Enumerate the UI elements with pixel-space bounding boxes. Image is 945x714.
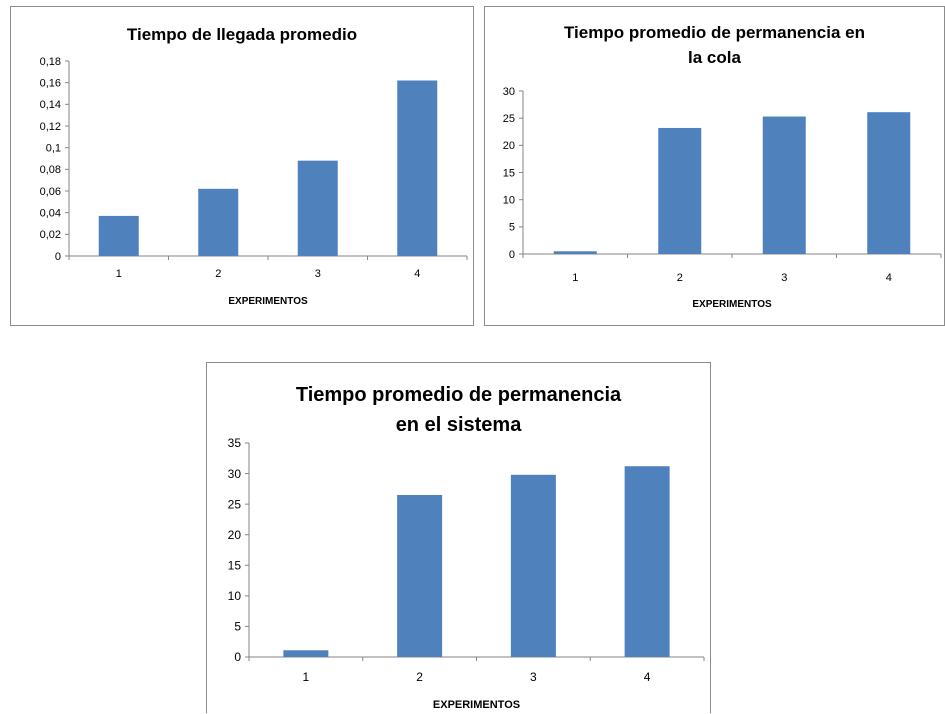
y-tick-label: 0,14	[40, 99, 61, 111]
chart-svg: Tiempo de llegada promedio 0 0,02 0,04 0,06 0…	[40, 25, 468, 307]
bar	[98, 215, 139, 256]
y-tick-label: 15	[228, 558, 242, 572]
bar	[297, 160, 338, 256]
x-tick-label: 1	[116, 268, 122, 280]
x-tick-label: 1	[572, 272, 578, 284]
bar	[283, 650, 329, 657]
chart-title: Tiempo promedio de permanencia en	[564, 23, 865, 42]
x-tick-label: 3	[315, 268, 321, 280]
bar	[510, 474, 556, 657]
chart-title: Tiempo promedio de permanencia	[296, 384, 622, 406]
y-tick-label: 5	[234, 620, 241, 634]
chart-svg: Tiempo promedio de permanencia en el sist…	[228, 384, 705, 711]
y-tick-label: 0	[234, 650, 241, 664]
y-tick-label: 0,12	[40, 121, 61, 133]
y-tick-label: 5	[509, 222, 515, 234]
x-tick-label: 3	[781, 272, 787, 284]
y-tick-label: 0,08	[40, 164, 61, 176]
x-tick-label: 4	[414, 268, 420, 280]
y-tick-label: 25	[228, 497, 242, 511]
x-axis-title: EXPERIMENTOS	[228, 296, 308, 307]
bar	[397, 80, 438, 256]
x-axis-title: EXPERIMENTOS	[692, 299, 772, 310]
y-tick-label: 0,1	[46, 143, 61, 155]
x-tick-label: 2	[215, 268, 221, 280]
y-tick-label: 10	[228, 589, 242, 603]
chart-svg: Tiempo promedio de permanencia en la cola…	[503, 23, 942, 310]
x-tick-label: 1	[303, 670, 310, 684]
bar	[198, 188, 239, 256]
bar	[397, 494, 443, 657]
x-axis-title: EXPERIMENTOS	[433, 699, 520, 711]
y-tick-label: 20	[503, 140, 515, 152]
chart-title: la cola	[688, 48, 741, 67]
y-tick-label: 35	[228, 436, 242, 450]
y-tick-label: 25	[503, 113, 515, 125]
y-tick-label: 30	[503, 86, 515, 98]
bar	[658, 127, 702, 254]
y-tick-label: 0	[509, 249, 515, 261]
chart-permanencia-cola: Tiempo promedio de permanencia en la cola…	[484, 6, 945, 326]
x-tick-label: 4	[886, 272, 892, 284]
chart-permanencia-sistema: Tiempo promedio de permanencia en el sist…	[206, 362, 711, 713]
y-tick-label: 20	[228, 528, 242, 542]
y-tick-label: 0,16	[40, 78, 61, 90]
y-tick-label: 0,18	[40, 56, 61, 68]
x-tick-label: 2	[416, 670, 423, 684]
y-tick-label: 10	[503, 195, 515, 207]
y-tick-label: 0	[55, 251, 61, 263]
y-tick-label: 0,06	[40, 186, 61, 198]
x-tick-label: 4	[644, 670, 651, 684]
y-tick-label: 30	[228, 467, 242, 481]
x-tick-label: 3	[530, 670, 537, 684]
bar	[624, 466, 670, 657]
x-tick-label: 2	[677, 272, 683, 284]
y-tick-label: 0,02	[40, 229, 61, 241]
y-tick-label: 0,04	[40, 208, 61, 220]
bar	[867, 112, 911, 254]
chart-title: Tiempo de llegada promedio	[127, 25, 357, 44]
chart-title: en el sistema	[396, 414, 523, 436]
y-tick-label: 15	[503, 167, 515, 179]
chart-tiempo-llegada: Tiempo de llegada promedio 0 0,02 0,04 0,06 0…	[10, 6, 474, 326]
bar	[762, 116, 806, 254]
bar	[553, 251, 597, 254]
